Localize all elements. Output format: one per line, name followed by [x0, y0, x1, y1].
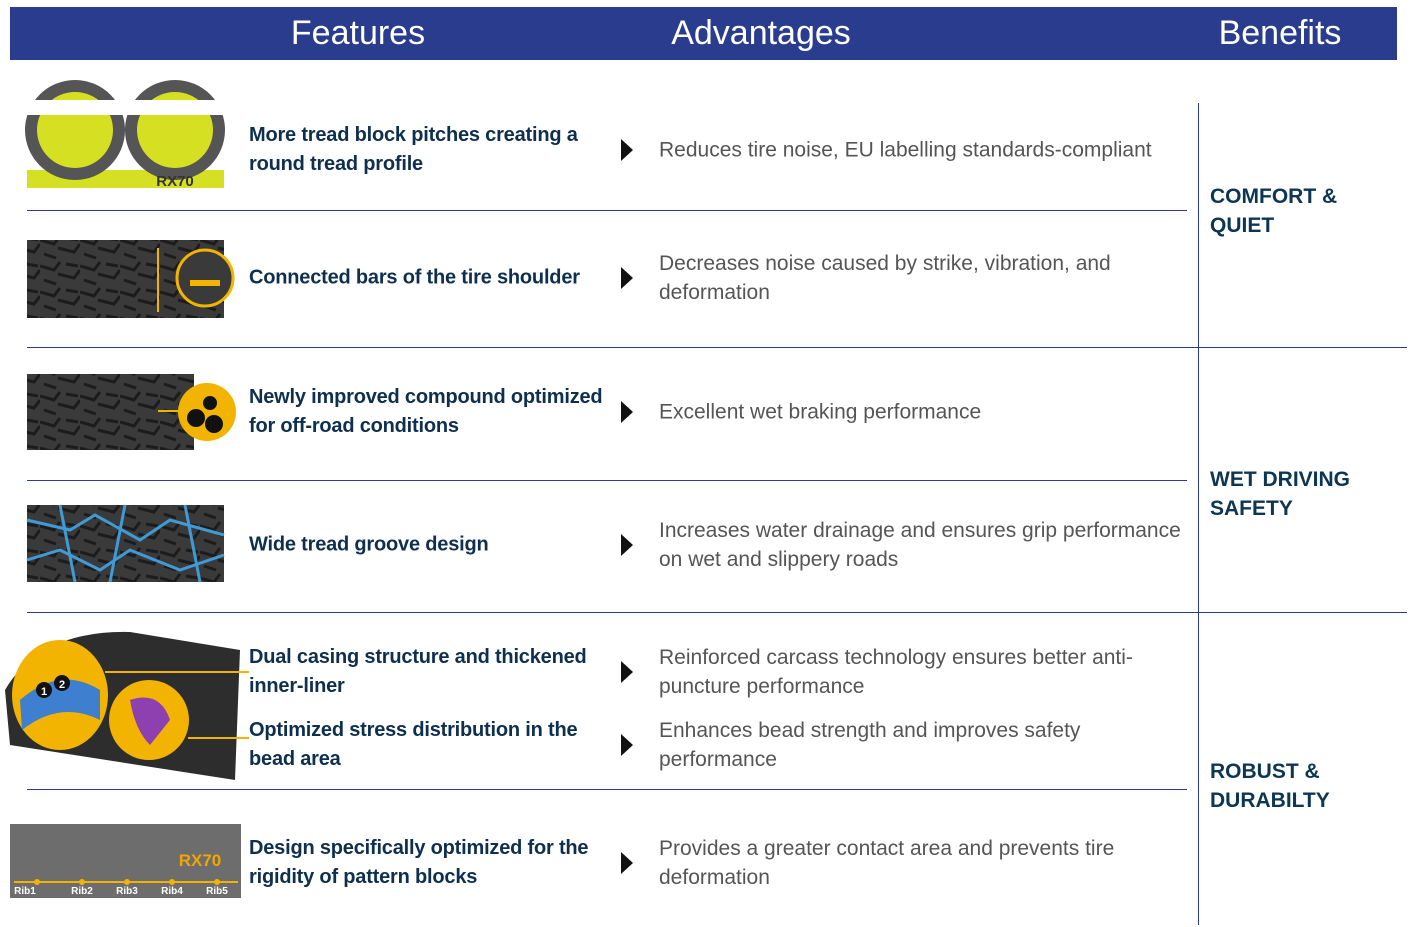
arrow-icon: [621, 734, 633, 756]
feature: Newly improved compound optimized for of…: [249, 386, 603, 437]
header-features: Features: [290, 14, 426, 52]
rib-dot: [169, 879, 175, 885]
advantage: Enhances bead strength and improves safe…: [659, 719, 1081, 771]
feature: Optimized stress distribution in the bea…: [249, 719, 578, 770]
advantage: Provides a greater contact area and prev…: [659, 837, 1115, 889]
column-divider: [1198, 103, 1199, 925]
rib-label: Rib2: [71, 886, 93, 897]
header-advantages: Advantages: [671, 14, 851, 52]
advantage: Decreases noise caused by strike, vibrat…: [659, 252, 1111, 304]
image-label: RX70: [179, 851, 222, 870]
image-label: 1: [41, 686, 47, 698]
rib-label: Rib1: [14, 886, 36, 897]
benefit: COMFORT & QUIET: [1210, 185, 1338, 237]
rib-dot: [34, 879, 40, 885]
row-divider: [27, 480, 1187, 481]
feature: Connected bars of the tire shoulder: [249, 266, 580, 289]
advantage: Excellent wet braking performance: [659, 400, 982, 424]
advantage: Reinforced carcass technology ensures be…: [659, 646, 1133, 698]
rib-label: Rib4: [161, 886, 183, 897]
row-divider: [27, 789, 1187, 790]
image-label: 2: [59, 679, 65, 691]
header-benefits: Benefits: [1218, 14, 1342, 52]
rib-label: Rib3: [116, 886, 138, 897]
row-divider: [27, 612, 1407, 613]
feature: Design specifically optimized for the ri…: [249, 837, 589, 888]
row-divider: [27, 210, 1187, 211]
rib-dot: [214, 879, 220, 885]
rib-dot: [124, 879, 130, 885]
advantage: Reduces tire noise, EU labelling standar…: [659, 138, 1152, 162]
benefit: WET DRIVING SAFETY: [1210, 468, 1350, 520]
advantage: Increases water drainage and ensures gri…: [659, 519, 1181, 571]
arrow-icon: [621, 401, 633, 423]
benefit: ROBUST & DURABILTY: [1210, 760, 1330, 812]
feature: Dual casing structure and thickened inne…: [249, 646, 587, 697]
arrow-icon: [621, 534, 633, 556]
arrow-icon: [621, 661, 633, 683]
row-divider: [27, 347, 1407, 348]
rib-dot: [79, 879, 85, 885]
arrow-icon: [621, 852, 633, 874]
feature: More tread block pitches creating a roun…: [249, 124, 578, 175]
arrow-icon: [621, 267, 633, 289]
rib-label: Rib5: [206, 886, 228, 897]
header-bar: Features Advantages Benefits: [10, 7, 1397, 60]
arrow-icon: [621, 139, 633, 161]
image-label: RX70: [156, 173, 194, 190]
feature: Wide tread groove design: [249, 533, 489, 556]
